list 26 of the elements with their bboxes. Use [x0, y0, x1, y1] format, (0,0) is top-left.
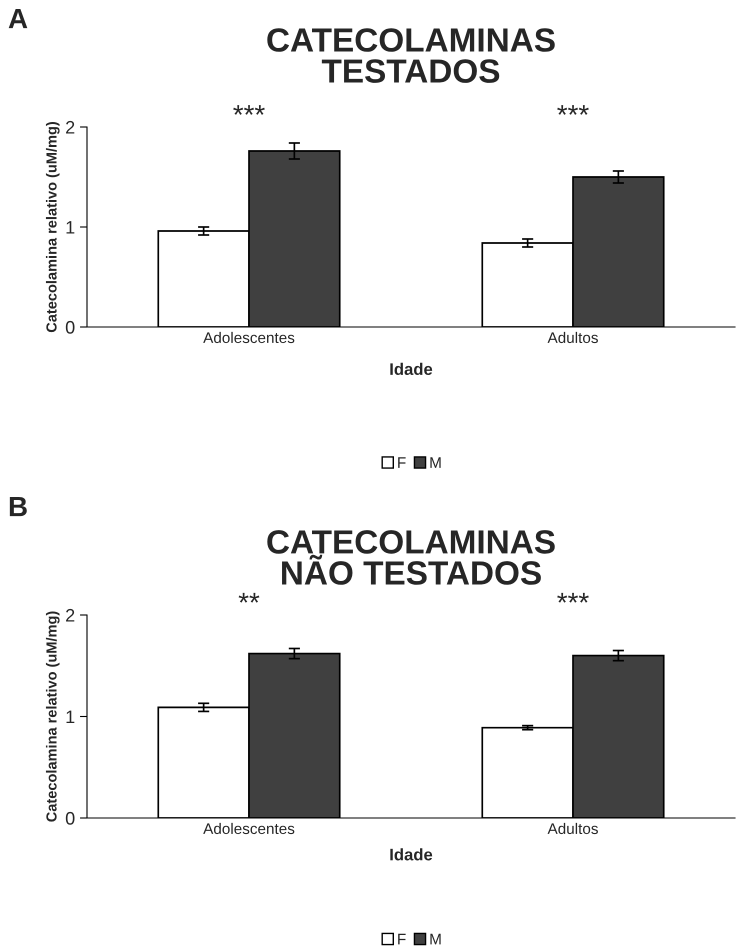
chart-title: CATECOLAMINAS TESTADOS [267, 28, 555, 83]
x-tick-label: Adolescentes [203, 332, 294, 344]
x-axis-title: Idade [390, 362, 432, 376]
text: B [10, 497, 27, 516]
text: *** [233, 105, 265, 115]
text: A [8, 9, 28, 28]
legend-label: M [430, 457, 441, 468]
text: *** [557, 105, 589, 115]
y-tick-label: 2 [66, 120, 74, 134]
text: *** [557, 592, 589, 603]
legend-label: F [398, 457, 406, 468]
y-tick-label: 0 [66, 320, 74, 334]
x-tick-label: Adultos [548, 822, 598, 834]
x-tick-label: Adolescentes [203, 822, 294, 834]
y-tick-label: 1 [66, 710, 74, 724]
y-axis-title: Catecolamina relativo (uM/mg) [46, 611, 60, 822]
y-tick-label: 2 [66, 608, 74, 622]
x-tick-label: Adultos [548, 332, 598, 344]
chart-title: CATECOLAMINAS NÃO TESTADOS [267, 530, 555, 585]
y-tick-label: 1 [66, 221, 74, 234]
x-axis-title: Idade [390, 848, 432, 860]
text: ** [238, 592, 260, 603]
y-tick-label: 0 [66, 812, 74, 825]
y-axis-title: Catecolamina relativo (uM/mg) [46, 122, 60, 332]
legend-label: M [430, 934, 441, 944]
legend-label: F [398, 934, 406, 944]
